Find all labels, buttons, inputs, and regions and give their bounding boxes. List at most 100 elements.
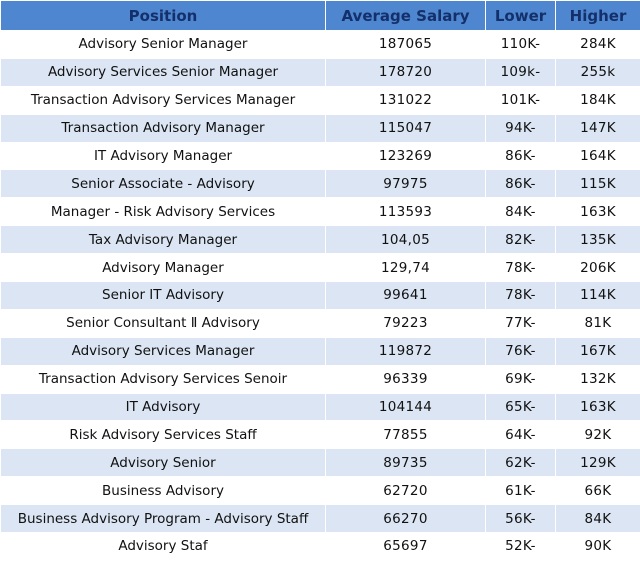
value-cell: 104144 [326, 393, 486, 421]
value-cell: 61K- [486, 477, 556, 505]
position-cell: Senior Associate - Advisory [1, 170, 326, 198]
position-cell: Advisory Senior Manager [1, 31, 326, 59]
value-cell: 129K [556, 449, 640, 477]
header-cell: Higher [556, 1, 640, 31]
value-cell: 97975 [326, 170, 486, 198]
value-cell: 284K [556, 31, 640, 59]
value-cell: 89735 [326, 449, 486, 477]
value-cell: 94K- [486, 114, 556, 142]
value-cell: 92K [556, 421, 640, 449]
position-cell: Transaction Advisory Services Senoir [1, 365, 326, 393]
position-cell: Advisory Manager [1, 254, 326, 282]
value-cell: 82K- [486, 226, 556, 254]
value-cell: 131022 [326, 86, 486, 114]
value-cell: 255k [556, 58, 640, 86]
header-cell: Average Salary [326, 1, 486, 31]
value-cell: 99641 [326, 282, 486, 310]
value-cell: 86K- [486, 142, 556, 170]
position-cell: Tax Advisory Manager [1, 226, 326, 254]
position-cell: Manager - Risk Advisory Services [1, 198, 326, 226]
position-cell: Senior IT Advisory [1, 282, 326, 310]
header-cell: Position [1, 1, 326, 31]
value-cell: 78K- [486, 282, 556, 310]
value-cell: 115047 [326, 114, 486, 142]
position-cell: Business Advisory [1, 477, 326, 505]
position-cell: Advisory Services Manager [1, 337, 326, 365]
position-cell: Senior Consultant Ⅱ Advisory [1, 309, 326, 337]
value-cell: 113593 [326, 198, 486, 226]
value-cell: 78K- [486, 254, 556, 282]
value-cell: 163K [556, 198, 640, 226]
value-cell: 76K- [486, 337, 556, 365]
position-cell: Advisory Staf [1, 533, 326, 561]
value-cell: 62720 [326, 477, 486, 505]
value-cell: 206K [556, 254, 640, 282]
value-cell: 90K [556, 533, 640, 561]
position-cell: Advisory Services Senior Manager [1, 58, 326, 86]
position-cell: Transaction Advisory Services Manager [1, 86, 326, 114]
value-cell: 77855 [326, 421, 486, 449]
value-cell: 147K [556, 114, 640, 142]
value-cell: 104,05 [326, 226, 486, 254]
value-cell: 115K [556, 170, 640, 198]
value-cell: 187065 [326, 31, 486, 59]
value-cell: 84K [556, 505, 640, 533]
position-cell: Business Advisory Program - Advisory Sta… [1, 505, 326, 533]
value-cell: 101K- [486, 86, 556, 114]
value-cell: 69K- [486, 365, 556, 393]
value-cell: 167K [556, 337, 640, 365]
position-cell: Risk Advisory Services Staff [1, 421, 326, 449]
value-cell: 163K [556, 393, 640, 421]
value-cell: 132K [556, 365, 640, 393]
position-cell: Advisory Senior [1, 449, 326, 477]
header-cell: Lower [486, 1, 556, 31]
value-cell: 81K [556, 309, 640, 337]
value-cell: 129,74 [326, 254, 486, 282]
value-cell: 86K- [486, 170, 556, 198]
value-cell: 62K- [486, 449, 556, 477]
value-cell: 123269 [326, 142, 486, 170]
value-cell: 79223 [326, 309, 486, 337]
position-cell: IT Advisory Manager [1, 142, 326, 170]
value-cell: 66270 [326, 505, 486, 533]
value-cell: 109k- [486, 58, 556, 86]
value-cell: 66K [556, 477, 640, 505]
value-cell: 64K- [486, 421, 556, 449]
value-cell: 110K- [486, 31, 556, 59]
value-cell: 119872 [326, 337, 486, 365]
position-cell: Transaction Advisory Manager [1, 114, 326, 142]
value-cell: 184K [556, 86, 640, 114]
value-cell: 178720 [326, 58, 486, 86]
table-row: Business Advisory Program - Advisory Sta… [1, 505, 640, 533]
value-cell: 135K [556, 226, 640, 254]
value-cell: 114K [556, 282, 640, 310]
value-cell: 56K- [486, 505, 556, 533]
value-cell: 65K- [486, 393, 556, 421]
value-cell: 65697 [326, 533, 486, 561]
position-cell: IT Advisory [1, 393, 326, 421]
value-cell: 164K [556, 142, 640, 170]
value-cell: 52K- [486, 533, 556, 561]
